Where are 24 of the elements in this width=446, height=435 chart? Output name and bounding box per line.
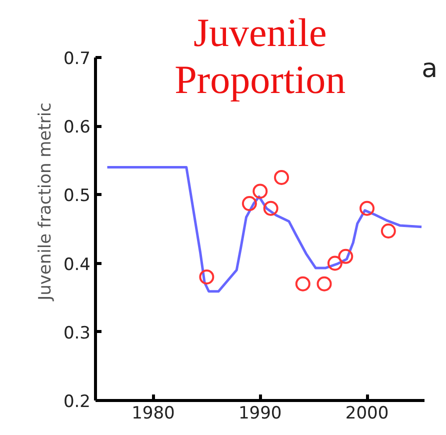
x-tick-label: 1990 <box>238 404 282 424</box>
annotation: a <box>422 54 438 84</box>
y-tick-label: 0.2 <box>63 392 91 412</box>
y-axis-title: Juvenile fraction metric <box>35 102 56 302</box>
y-tick-label: 0.7 <box>63 48 91 69</box>
y-tick-label: 0.5 <box>63 186 91 206</box>
point <box>252 184 268 199</box>
y-tick-label: 0.6 <box>63 118 91 138</box>
line-series <box>106 166 423 293</box>
y-tick-label: 0.4 <box>63 254 91 275</box>
point <box>338 248 354 264</box>
point <box>316 276 332 292</box>
chart-title: Juvenile Proportion <box>174 10 346 102</box>
point <box>199 269 214 284</box>
x-tick-label: 1980 <box>132 404 175 424</box>
y-tick-label: 0.3 <box>63 323 91 344</box>
x-tick-label: 2000 <box>345 404 389 424</box>
point <box>263 200 278 216</box>
point <box>242 196 257 212</box>
point <box>360 200 375 216</box>
point <box>274 170 289 185</box>
point <box>327 256 342 271</box>
point <box>380 224 396 238</box>
point <box>295 276 310 292</box>
